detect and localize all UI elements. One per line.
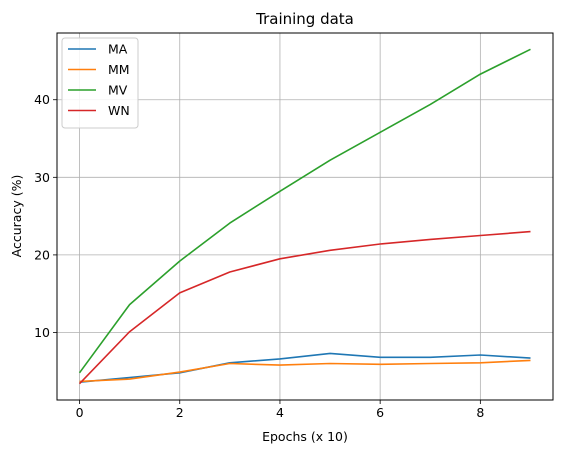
- legend-label-ma: MA: [108, 42, 128, 57]
- legend: MA MM MV WN: [61, 37, 139, 129]
- series-line-ma: [79, 352, 531, 383]
- axis-ticks: 0 2 4 6 8 10 20 30 40: [34, 92, 484, 420]
- series-line-wn: [78, 230, 531, 385]
- series-line-mm: [79, 359, 531, 383]
- y-tick-label: 30: [34, 170, 50, 185]
- y-tick-label: 10: [34, 325, 50, 340]
- x-tick-label: 4: [276, 405, 284, 420]
- x-tick-label: 2: [176, 405, 184, 420]
- legend-label-wn: WN: [108, 103, 130, 118]
- series-lines: [78, 48, 531, 385]
- series-line-mv: [78, 48, 531, 374]
- x-tick-label: 6: [376, 405, 384, 420]
- x-axis-label: Epochs (x 10): [262, 429, 348, 444]
- chart-title: Training data: [255, 10, 354, 28]
- x-tick-label: 0: [76, 405, 84, 420]
- legend-label-mv: MV: [108, 83, 128, 98]
- legend-label-mm: MM: [108, 62, 130, 77]
- plot-frame: [56, 32, 554, 401]
- y-tick-label: 40: [34, 92, 50, 107]
- grid-lines: [57, 33, 553, 400]
- y-axis-label: Accuracy (%): [9, 175, 24, 258]
- x-tick-label: 8: [476, 405, 484, 420]
- y-tick-label: 20: [34, 247, 50, 262]
- legend-box: [61, 37, 139, 129]
